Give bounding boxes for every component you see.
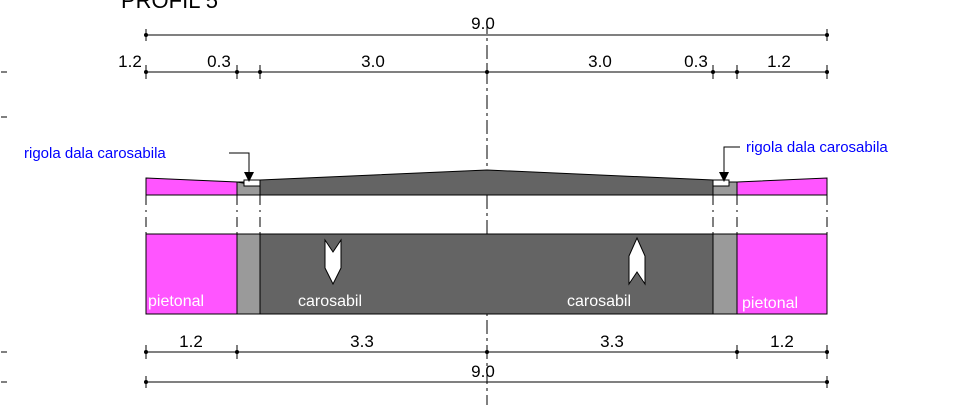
top-seg-gutter-left: 0.3 xyxy=(207,52,231,71)
bottom-segment-dimensions: 1.2 3.3 3.3 1.2 xyxy=(144,332,829,359)
zone-lane-left-label: carosabil xyxy=(298,293,362,310)
top-seg-lane-right: 3.0 xyxy=(588,52,612,71)
callout-right-label: rigola dala carosabila xyxy=(746,139,888,156)
bottom-seg-sidewalk-left: 1.2 xyxy=(179,332,203,351)
bottom-overall-dimension: 9.0 xyxy=(144,362,829,388)
top-segment-dimensions: 1.2 0.3 3.0 3.0 0.3 1.2 xyxy=(118,52,829,79)
callout-left-label: rigola dala carosabila xyxy=(24,145,166,162)
top-seg-sidewalk-left: 1.2 xyxy=(118,52,142,71)
road-section-profile xyxy=(145,169,828,196)
gutter-right-plan xyxy=(712,233,738,315)
arrow-down-icon xyxy=(324,238,342,286)
top-seg-gutter-right: 0.3 xyxy=(684,52,708,71)
top-overall-dimension: 9.0 xyxy=(144,14,829,41)
zone-lane-right-label: carosabil xyxy=(567,293,631,310)
road-plan-view: pietonal carosabil carosabil pietonal xyxy=(145,233,828,315)
zone-sidewalk-left-label: pietonal xyxy=(148,293,204,310)
bottom-seg-sidewalk-right: 1.2 xyxy=(770,332,794,351)
left-edge-ticks xyxy=(1,71,7,383)
zone-sidewalk-right-label: pietonal xyxy=(742,295,798,312)
roadway-section xyxy=(259,169,714,196)
top-seg-lane-left: 3.0 xyxy=(361,52,385,71)
profile-title: PROFIL 5 xyxy=(121,0,218,13)
top-overall-label: 9.0 xyxy=(471,14,495,33)
sidewalk-right-section xyxy=(736,177,828,196)
bottom-overall-label: 9.0 xyxy=(471,362,495,381)
sidewalk-left-section xyxy=(145,177,238,196)
bottom-seg-lane-left: 3.3 xyxy=(350,332,374,351)
sidewalk-left-plan xyxy=(145,233,238,315)
callout-right: rigola dala carosabila xyxy=(719,139,888,182)
arrow-up-icon xyxy=(628,236,646,286)
top-seg-sidewalk-right: 1.2 xyxy=(767,52,791,71)
gutter-left-plan xyxy=(236,233,261,315)
sidewalk-right-plan xyxy=(736,233,828,315)
bottom-seg-lane-right: 3.3 xyxy=(600,332,624,351)
projection-lines xyxy=(145,195,828,234)
callout-left: rigola dala carosabila xyxy=(24,145,254,182)
